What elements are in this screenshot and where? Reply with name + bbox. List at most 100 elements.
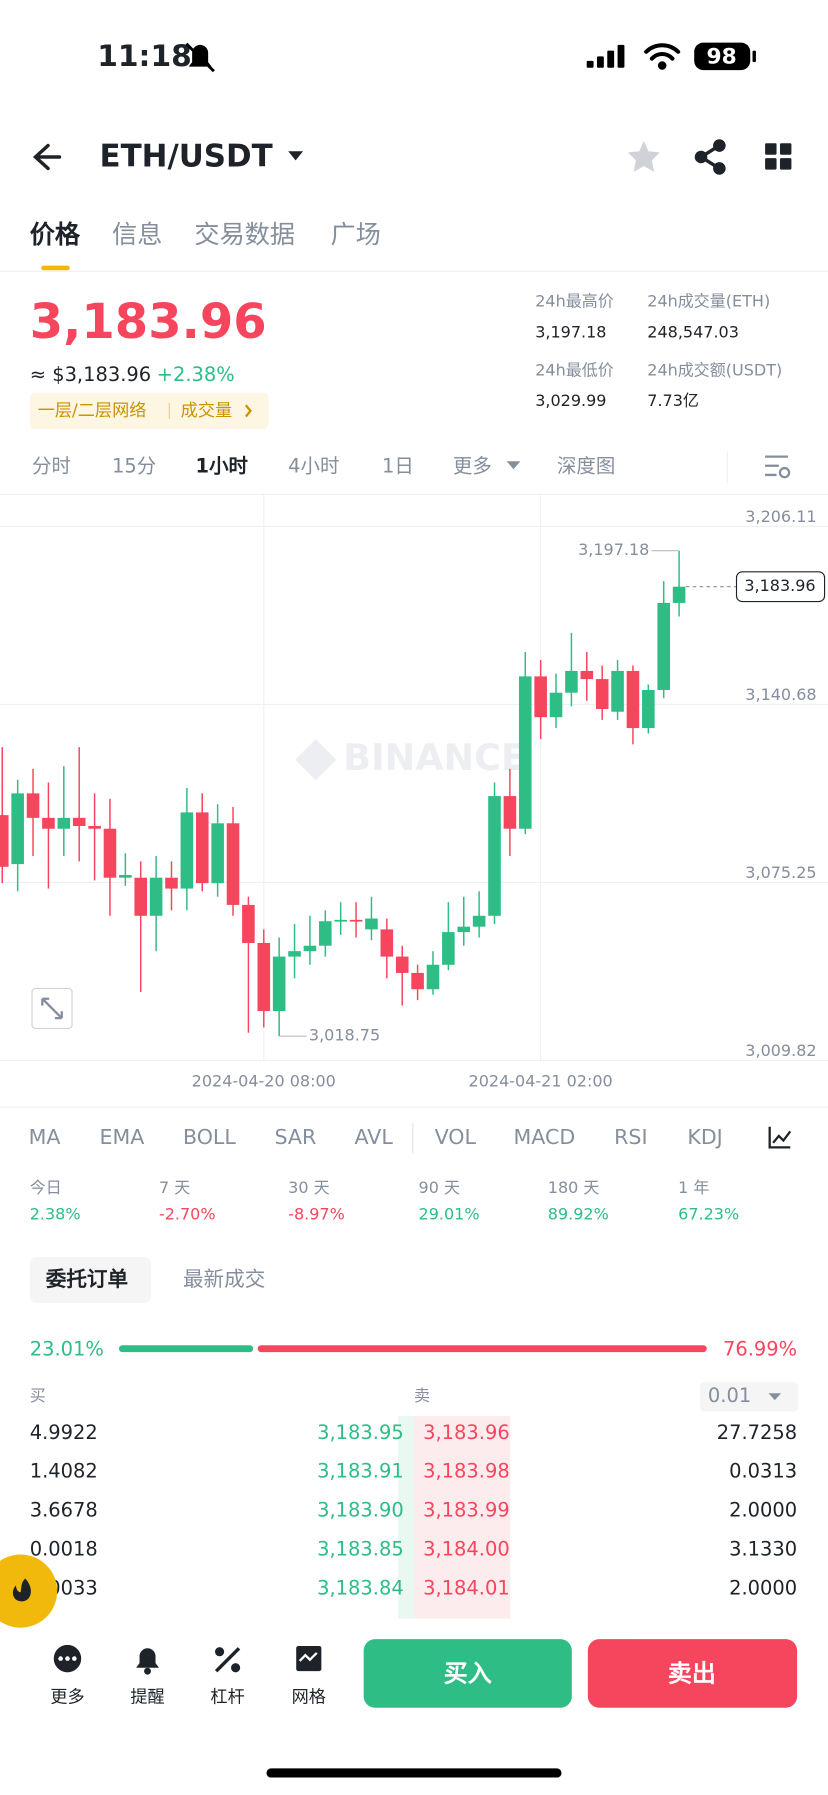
bid-amount: 4.9922: [30, 1421, 98, 1444]
candle-body: [503, 796, 517, 829]
candle-body: [26, 793, 40, 818]
grid-button[interactable]: [765, 143, 792, 170]
tab-box: [29, 1257, 151, 1303]
bid-price: 3,183.91: [317, 1460, 404, 1483]
candle-body: [472, 915, 486, 927]
indicator[interactable]: KDJ: [687, 1125, 722, 1149]
interval[interactable]: 分时: [32, 454, 71, 477]
pair-caret[interactable]: [288, 151, 304, 161]
precision-box[interactable]: [699, 1381, 799, 1412]
tab[interactable]: 价格: [30, 220, 81, 249]
indicator[interactable]: SAR: [274, 1125, 316, 1149]
nav-label[interactable]: 提醒: [130, 1687, 164, 1707]
tag: 成交量: [181, 401, 232, 421]
battery: [694, 42, 751, 71]
interval[interactable]: 15分: [112, 454, 156, 477]
tab[interactable]: 交易数据: [194, 220, 295, 249]
book-tab[interactable]: 最新成交: [183, 1267, 265, 1291]
precision-caret: [768, 1393, 782, 1401]
candle-body: [365, 918, 378, 930]
back-button[interactable]: [32, 143, 62, 171]
favorite-star[interactable]: [627, 140, 660, 172]
interval[interactable]: 1小时: [196, 454, 249, 477]
candle-body: [165, 877, 178, 889]
tab[interactable]: 广场: [331, 220, 381, 249]
battery-cap: [752, 50, 756, 63]
bid-depth: [397, 1416, 414, 1622]
stat-value: 3,029.99: [535, 391, 606, 410]
y-tick-label: 3,009.82: [745, 1041, 816, 1060]
tag: 一层/二层网络: [38, 401, 147, 421]
tab-underline: [41, 265, 70, 271]
candle-body: [334, 919, 347, 922]
buy-label: 买入: [444, 1660, 492, 1688]
chart-settings[interactable]: [765, 455, 791, 479]
buy-ratio-bar: [118, 1345, 254, 1353]
ask-amount: 2.0000: [729, 1576, 797, 1599]
interval[interactable]: 更多: [453, 454, 492, 477]
indicator[interactable]: AVL: [355, 1125, 394, 1149]
mute-icon: [185, 42, 215, 73]
period: 今日: [30, 1178, 62, 1197]
candle-body: [380, 929, 394, 957]
last-price-label: 3,183.96: [744, 576, 815, 595]
period-change: 67.23%: [678, 1204, 739, 1223]
candle-body: [180, 812, 194, 889]
candle-body: [565, 670, 578, 693]
candle-body: [488, 796, 501, 916]
bid-amount: 3.6678: [30, 1499, 98, 1522]
candle-body: [534, 676, 547, 718]
period: 90 天: [419, 1178, 460, 1197]
nav-label[interactable]: 更多: [50, 1687, 84, 1707]
indicator-settings[interactable]: [768, 1126, 792, 1149]
candle-body: [395, 956, 409, 973]
book-tab[interactable]: 委托订单: [45, 1267, 128, 1291]
interval[interactable]: 4小时: [288, 454, 339, 477]
buy-header: 买: [30, 1386, 46, 1405]
tag-box[interactable]: [29, 392, 269, 430]
interval[interactable]: 1日: [382, 454, 414, 477]
candle-body: [457, 926, 471, 933]
candle-body: [611, 670, 624, 712]
nav-label[interactable]: 网格: [292, 1687, 326, 1707]
tab[interactable]: 信息: [112, 220, 162, 249]
share-button[interactable]: [694, 139, 726, 175]
candle-body: [411, 972, 424, 990]
indicator[interactable]: VOL: [435, 1125, 477, 1149]
pair-title[interactable]: ETH/USDT: [99, 139, 272, 175]
indicator[interactable]: RSI: [614, 1125, 647, 1149]
candle-body: [0, 815, 9, 867]
candle-body: [303, 945, 317, 952]
period: 180 天: [548, 1178, 600, 1197]
nav-icons: [53, 1644, 322, 1675]
ask-depth: [414, 1416, 511, 1622]
watermark: BINANCE: [343, 736, 526, 779]
candle-body: [518, 676, 532, 829]
last-price-box: [735, 571, 826, 603]
x-tick-label: 2024-04-21 02:00: [469, 1072, 613, 1091]
candle-body: [288, 951, 301, 957]
buy-button[interactable]: [363, 1639, 572, 1708]
stat-value: 248,547.03: [647, 323, 739, 342]
tag-chevron: [244, 404, 252, 418]
plot: [0, 550, 686, 1037]
indicator[interactable]: EMA: [99, 1125, 144, 1149]
stat-label: 24h成交额(USDT): [647, 360, 782, 379]
indicator[interactable]: BOLL: [183, 1125, 236, 1149]
indicator[interactable]: MACD: [513, 1125, 575, 1149]
candle-body: [257, 942, 271, 1012]
sell-ratio: 76.99%: [723, 1337, 797, 1360]
indicator[interactable]: MA: [29, 1125, 61, 1149]
interval[interactable]: 深度图: [557, 454, 615, 477]
stat-label: 24h最高价: [535, 292, 614, 311]
nav-label[interactable]: 杠杆: [210, 1687, 244, 1707]
watermark-logo: [295, 739, 337, 781]
candle-body: [657, 602, 671, 690]
sell-button[interactable]: [587, 1639, 798, 1708]
ask-price: 3,183.99: [423, 1499, 510, 1522]
usd-price: ≈ $3,183.96: [30, 363, 151, 386]
precision: 0.01: [708, 1384, 751, 1407]
buy-ratio: 23.01%: [30, 1337, 104, 1360]
candle-body: [595, 679, 609, 710]
